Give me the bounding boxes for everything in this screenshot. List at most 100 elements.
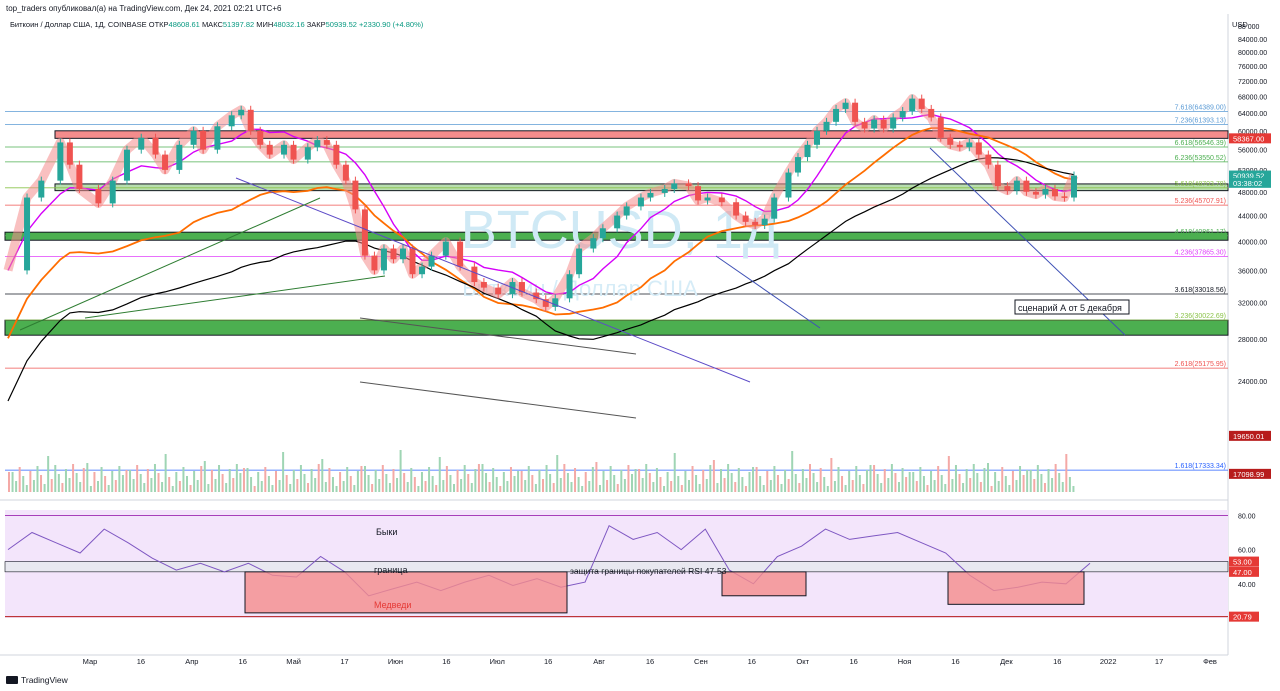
rsi-annotation: Быки xyxy=(376,527,397,537)
volume-bar xyxy=(175,472,178,492)
x-tick-label: 16 xyxy=(646,657,654,666)
volume-bar xyxy=(951,479,954,492)
volume-bar xyxy=(1001,467,1004,492)
volume-bar xyxy=(937,466,940,492)
fib-label-2: 6.618(56546.39) xyxy=(1175,140,1226,147)
volume-bar xyxy=(894,473,897,492)
rsi-badge xyxy=(1229,566,1259,577)
volume-bar xyxy=(908,472,911,492)
x-tick-label: Фев xyxy=(1203,657,1217,666)
volume-bar xyxy=(168,477,171,492)
candle xyxy=(380,248,387,271)
volume-bar xyxy=(449,475,452,492)
candle xyxy=(685,183,692,187)
volume-bar xyxy=(848,471,851,492)
volume-bar xyxy=(581,486,584,492)
candle xyxy=(1042,188,1049,195)
volume-bar xyxy=(239,473,242,492)
y-tick-label: 80000.00 xyxy=(1238,50,1267,57)
candle xyxy=(966,142,973,148)
candle xyxy=(257,130,264,145)
price-axis: 24000.00 28000.00 32000.00 36000.00 40000.00… xyxy=(1238,24,1267,386)
x-tick-label: Май xyxy=(286,657,301,666)
volume-bar xyxy=(979,482,982,492)
volume-bar xyxy=(314,478,317,492)
candle xyxy=(333,144,340,165)
volume-bar xyxy=(915,481,918,492)
candle xyxy=(409,248,416,275)
fib-label-7: 4.236(37865.30) xyxy=(1175,250,1226,257)
candle xyxy=(661,188,668,193)
candle xyxy=(871,119,878,129)
volume-bar xyxy=(435,485,438,492)
volume-bar xyxy=(584,472,587,492)
y-tick-label: 60000.00 xyxy=(1238,129,1267,136)
candle xyxy=(281,144,288,155)
candle xyxy=(576,248,583,275)
candle xyxy=(352,180,359,210)
volume-bar xyxy=(663,486,666,492)
symbol-name: Биткоин / Доллар США, 1Д, COINBASE xyxy=(10,20,147,29)
rsi-band xyxy=(4,561,1229,573)
volume-bar xyxy=(1072,486,1075,492)
volume-bar xyxy=(944,484,947,492)
volume-bar xyxy=(467,474,470,492)
volume-bar xyxy=(136,465,139,492)
volume-bar xyxy=(132,479,135,492)
volume-bar xyxy=(769,480,772,492)
close-label: ЗАКР xyxy=(306,20,326,29)
volume-bar xyxy=(257,472,260,492)
volume-bar xyxy=(150,478,153,492)
volume-bar xyxy=(275,471,277,492)
candle xyxy=(495,287,502,295)
rsi-badge-label: 20.79 xyxy=(1233,613,1252,622)
volume-bar xyxy=(282,452,285,492)
volume-bar xyxy=(189,485,192,492)
volume-bar xyxy=(1033,479,1036,492)
volume-bar xyxy=(413,477,416,492)
rsi-annotation: Медведи xyxy=(374,600,411,610)
volume-bar xyxy=(360,466,363,492)
volume-bar xyxy=(1040,474,1043,492)
y-tick-label: 68000.00 xyxy=(1238,95,1267,102)
volume-bar xyxy=(107,485,110,492)
volume-bar xyxy=(502,472,505,492)
volume-bar xyxy=(712,460,715,492)
fib-label-9: 3.236(30022.69) xyxy=(1175,313,1226,320)
volume-bar xyxy=(1015,480,1018,492)
price-badge xyxy=(1229,133,1271,144)
volume-bar xyxy=(207,484,210,492)
volume-bar xyxy=(260,481,263,492)
volume-bar xyxy=(139,474,142,492)
open-label: ОТКР xyxy=(148,20,169,29)
volume-bar xyxy=(994,472,997,492)
volume-bar xyxy=(1008,485,1011,492)
candle xyxy=(647,192,654,198)
volume-bar xyxy=(86,463,89,492)
candle xyxy=(162,154,169,170)
candle xyxy=(937,117,944,138)
x-tick-label: Окт xyxy=(796,657,809,666)
volume-bar xyxy=(495,477,498,492)
volume-bar xyxy=(766,471,769,492)
volume-bar xyxy=(1043,483,1046,492)
rsi-annotation: граница xyxy=(374,565,407,575)
x-tick-label: 16 xyxy=(239,657,247,666)
candle xyxy=(1023,180,1030,192)
volume-bar xyxy=(723,478,726,492)
rsi-zone-box xyxy=(244,571,568,614)
fib-label-4: 5.618(48703.78) xyxy=(1175,181,1226,188)
volume-bar xyxy=(114,480,117,492)
candle xyxy=(637,197,644,207)
candle xyxy=(956,144,963,148)
volume-bar xyxy=(378,479,381,492)
volume-bar xyxy=(146,469,149,492)
volume-bar xyxy=(816,482,819,492)
candle xyxy=(985,154,992,165)
volume-bar xyxy=(844,485,847,492)
volume-bar xyxy=(898,482,900,492)
low-value: 48032.16 xyxy=(273,20,305,29)
candle xyxy=(442,241,449,256)
volume-bar xyxy=(833,481,836,492)
